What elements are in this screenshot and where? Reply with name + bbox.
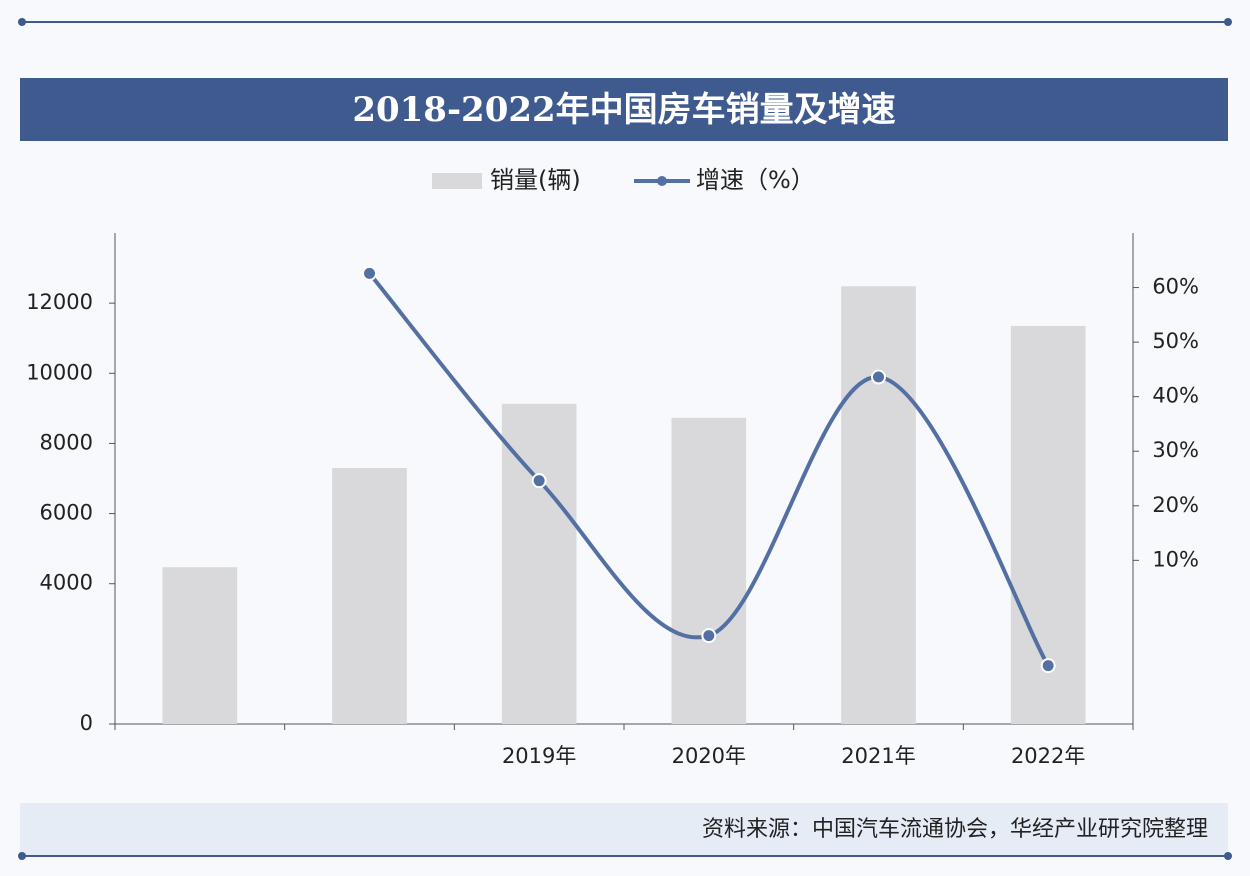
rule-dot [1224, 18, 1232, 26]
bar [332, 467, 407, 724]
y-tick-label: 6000 [40, 501, 93, 525]
x-tick-label: 2020年 [672, 744, 746, 768]
rule-dot [18, 18, 26, 26]
growth-point [701, 628, 717, 644]
title-bar [20, 78, 1228, 141]
y-tick-label: 12000 [26, 290, 93, 314]
y2-tick-label: 40% [1152, 384, 1199, 408]
bar [162, 567, 238, 724]
chart-title: 2018-2022年中国房车销量及增速 [352, 90, 895, 130]
y2-tick-label: 60% [1152, 275, 1199, 299]
source-band [20, 803, 1228, 855]
y2-tick-label: 50% [1152, 329, 1199, 353]
bar [841, 286, 916, 724]
y-tick-label: 0 [80, 711, 93, 735]
y2-tick-label: 10% [1152, 547, 1199, 571]
x-tick-label: 2019年 [502, 744, 576, 768]
y-tick-label: 4000 [40, 571, 93, 595]
bar [1010, 325, 1086, 724]
y2-tick-label: 30% [1152, 438, 1199, 462]
y-tick-label: 10000 [26, 360, 93, 384]
growth-point [531, 473, 547, 489]
legend-swatch [432, 173, 482, 189]
growth-line [367, 272, 1050, 667]
growth-point [362, 265, 377, 281]
bar [671, 417, 747, 724]
x-tick-label: 2021年 [841, 744, 915, 768]
growth-point [1040, 658, 1056, 674]
legend-swatch [657, 176, 667, 186]
y-tick-label: 8000 [40, 430, 93, 454]
legend-label: 销量(辆) [490, 166, 581, 194]
x-tick-label: 2022年 [1011, 744, 1085, 768]
growth-point [871, 369, 886, 385]
rule-dot [18, 852, 26, 860]
source: 资料来源：中国汽车流通协会，华经产业研究院整理 [702, 817, 1208, 842]
bar [501, 403, 577, 724]
legend-label: 增速（%） [696, 166, 815, 194]
rule-dot [1224, 852, 1232, 860]
y2-tick-label: 20% [1152, 493, 1199, 517]
